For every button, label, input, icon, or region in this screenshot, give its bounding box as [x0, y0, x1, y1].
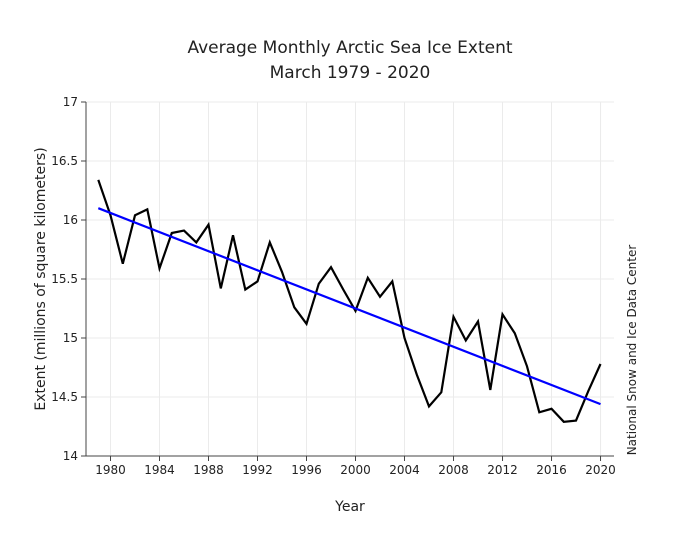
chart-title: Average Monthly Arctic Sea Ice Extent	[187, 38, 512, 58]
source-label: National Snow and Ice Data Center	[625, 245, 639, 456]
x-tick-label: 2000	[340, 463, 371, 477]
y-tick-label: 16	[63, 213, 78, 227]
y-tick-label: 16.5	[51, 154, 78, 168]
y-tick-label: 14	[63, 449, 78, 463]
x-tick-label: 2004	[389, 463, 420, 477]
x-tick-label: 2020	[585, 463, 616, 477]
y-tick-label: 15	[63, 331, 78, 345]
grid	[86, 101, 614, 457]
x-tick-label: 1988	[193, 463, 224, 477]
y-tick-label: 14.5	[51, 390, 78, 404]
trend-line	[97, 207, 601, 406]
chart-subtitle: March 1979 - 2020	[270, 63, 431, 83]
extent-line	[97, 179, 602, 423]
x-axis-label: Year	[334, 499, 365, 515]
x-tick-label: 2008	[438, 463, 469, 477]
y-tick-label: 17	[63, 95, 78, 109]
ticks: 1980 1984 1988 1992 1996 2000 2004 2008 2012 2016…	[51, 95, 616, 477]
x-tick-label: 1984	[144, 463, 175, 477]
y-axis-label: Extent (millions of square kilometers)	[33, 147, 49, 410]
series	[97, 179, 602, 423]
x-tick-label: 1992	[242, 463, 273, 477]
y-tick-label: 15.5	[51, 272, 78, 286]
x-tick-label: 1980	[95, 463, 126, 477]
x-tick-label: 2012	[487, 463, 518, 477]
x-tick-label: 1996	[291, 463, 322, 477]
x-tick-label: 2016	[536, 463, 567, 477]
